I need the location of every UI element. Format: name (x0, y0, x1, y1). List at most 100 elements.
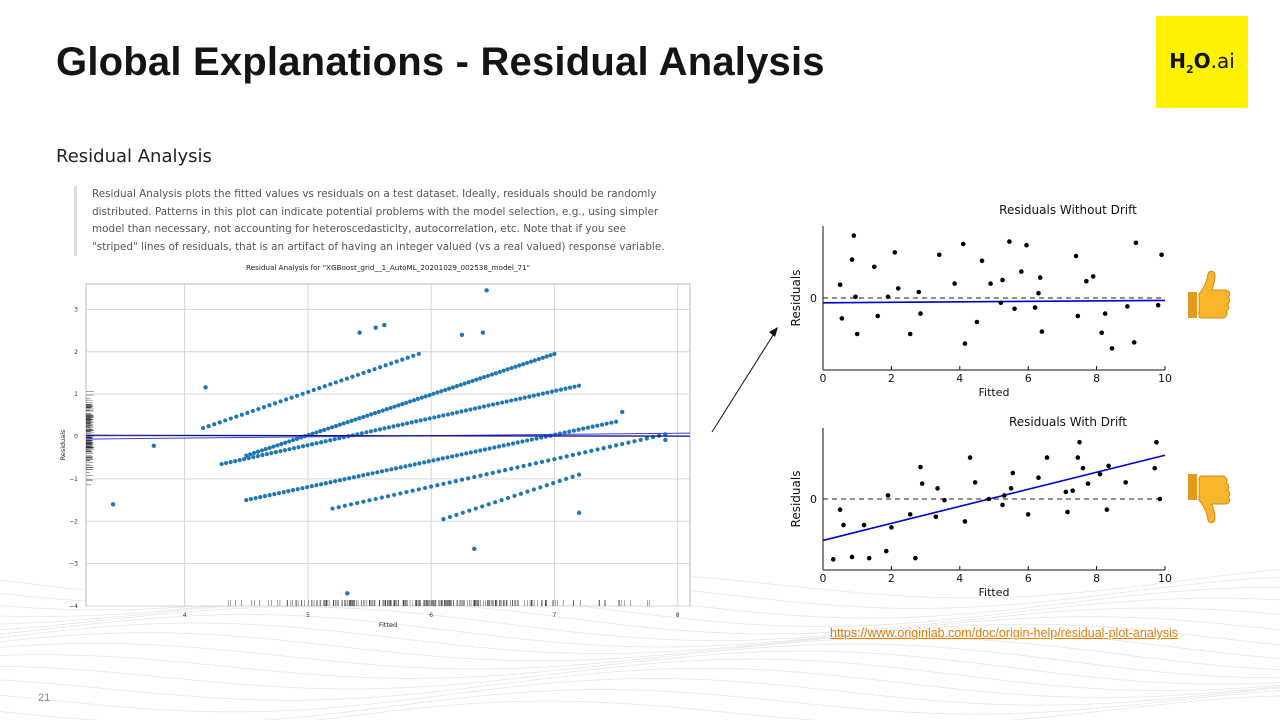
residual-point (478, 448, 483, 453)
residual-point (367, 498, 372, 503)
data-point (1159, 252, 1164, 258)
residual-point (267, 493, 272, 498)
residual-point (466, 476, 471, 481)
residual-point (422, 460, 427, 465)
residual-point (391, 424, 396, 429)
residual-point (376, 409, 381, 414)
background-wave-line (0, 614, 1280, 648)
residual-point (255, 454, 260, 459)
residual-point (255, 449, 261, 454)
x-axis-label: Fitted (979, 386, 1010, 399)
residual-point (497, 369, 502, 375)
residual-point (470, 378, 475, 384)
residual-point (368, 412, 374, 417)
data-point (883, 548, 889, 554)
data-point (839, 316, 845, 321)
residual-point (493, 500, 498, 505)
residual-point (276, 491, 282, 496)
residual-point (365, 413, 370, 418)
residual-point (540, 391, 545, 396)
residual-point (295, 393, 300, 398)
residual-point (466, 380, 471, 385)
residual-point (415, 396, 420, 402)
data-point (935, 486, 940, 491)
data-point (974, 319, 980, 325)
residual-point (212, 422, 217, 427)
residual-point (389, 467, 394, 472)
residual-point (370, 471, 375, 476)
residual-point (436, 414, 441, 419)
y-tick-label: −2 (69, 518, 78, 525)
data-point (849, 257, 855, 262)
residual-point (604, 421, 609, 426)
residual-point (538, 485, 543, 490)
residual-point (441, 517, 446, 522)
residual-point (453, 478, 458, 484)
residual-point (454, 410, 459, 415)
residual-point (454, 453, 459, 458)
residual-point (372, 367, 377, 372)
residual-point (468, 450, 474, 455)
data-point (885, 294, 891, 300)
residual-point (302, 434, 307, 439)
residual-point (486, 403, 491, 408)
residual-point (291, 446, 297, 451)
residual-point (490, 470, 495, 475)
residual-point (414, 419, 419, 424)
residual-point (512, 493, 517, 498)
data-point (837, 507, 843, 512)
residual-point (450, 411, 455, 416)
residual-point (527, 394, 532, 399)
residual-point (260, 453, 265, 458)
residual-point (558, 455, 563, 460)
residual-point (501, 368, 506, 373)
data-point (933, 514, 939, 520)
residual-point (329, 425, 335, 430)
data-point (895, 286, 901, 291)
residual-point (407, 463, 413, 468)
residual-point (262, 494, 268, 499)
residual-point (398, 491, 403, 496)
residual-point (349, 418, 354, 423)
residual-point (339, 378, 344, 383)
residual-point (440, 456, 445, 461)
residual-point (493, 371, 498, 376)
residual-point (217, 420, 222, 425)
residual-point (393, 466, 399, 471)
residual-point (464, 451, 469, 456)
residual-point (562, 430, 567, 435)
residual-point (283, 397, 289, 402)
residual-point (436, 457, 441, 462)
residual-point (539, 459, 545, 464)
residual-point (581, 426, 586, 431)
data-point (913, 555, 918, 561)
data-point (1077, 439, 1082, 445)
residual-point (427, 416, 432, 421)
residual-point (447, 514, 453, 520)
residual-point (305, 443, 310, 448)
data-point (889, 525, 894, 530)
residual-point (567, 429, 572, 434)
residual-point (287, 439, 292, 444)
source-link[interactable]: https://www.originlab.com/doc/origin-hel… (830, 626, 1179, 640)
residual-point (300, 486, 305, 491)
residual-point (328, 438, 333, 443)
residual-point (564, 454, 569, 459)
residual-point (251, 455, 256, 460)
residual-point (258, 495, 263, 500)
residual-point (423, 417, 428, 422)
residual-point (350, 374, 355, 379)
residual-point (322, 384, 327, 389)
data-point (1133, 240, 1139, 246)
data-point (1080, 465, 1086, 471)
data-point (1106, 463, 1111, 469)
residual-point (342, 477, 347, 482)
residual-outlier-point (480, 330, 486, 335)
residual-point (283, 440, 288, 445)
chart-title: Residual Analysis for "XGBoost_grid__1_A… (246, 263, 530, 272)
x-axis-label: Fitted (979, 586, 1010, 599)
residual-point (410, 488, 415, 493)
residual-point (576, 427, 581, 432)
residual-point (304, 485, 310, 490)
data-point (1007, 239, 1012, 244)
